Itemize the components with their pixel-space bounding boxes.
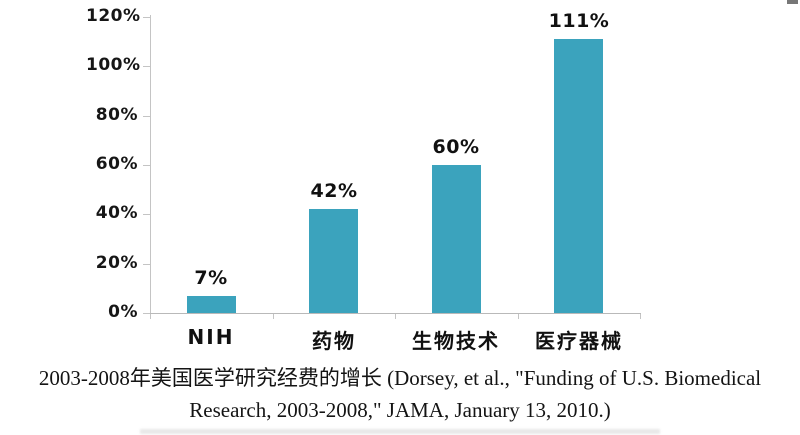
x-axis-tick: [273, 314, 274, 319]
y-axis-tick: [143, 264, 150, 265]
crop-artifact-bottom: [140, 429, 660, 434]
y-axis-tick-label: 80%: [95, 105, 138, 125]
caption-line-2: Research, 2003-2008," JAMA, January 13, …: [189, 398, 611, 422]
bar-2: [309, 209, 358, 313]
x-axis-tick: [640, 314, 641, 319]
x-axis-tick: [150, 314, 151, 319]
y-axis-tick-label: 100%: [86, 55, 141, 75]
bar-category-label: NIH: [187, 325, 235, 349]
bar-category-label: 生物技术: [412, 329, 500, 353]
x-axis-line: [150, 313, 641, 314]
y-axis-tick: [143, 17, 150, 18]
bar-category-label: 医疗器械: [535, 329, 623, 353]
x-axis-tick: [518, 314, 519, 319]
bar-3: [432, 165, 481, 313]
bar-4: [554, 39, 603, 313]
y-axis-tick-label: 0%: [108, 302, 138, 322]
bar-category-label: 药物: [312, 329, 356, 353]
bar-value-label: 7%: [194, 267, 228, 289]
bar-value-label: 42%: [310, 180, 358, 202]
y-axis-tick: [143, 116, 150, 117]
bar-1: [187, 296, 236, 313]
y-axis-tick-label: 120%: [86, 6, 141, 26]
bar-value-label: 111%: [548, 10, 610, 32]
y-axis-tick-label: 20%: [95, 253, 138, 273]
chart-caption: 2003-2008年美国医学研究经费的增长 (Dorsey, et al., "…: [0, 362, 800, 426]
crop-artifact-top-right: [787, 0, 798, 4]
caption-line-1: 2003-2008年美国医学研究经费的增长 (Dorsey, et al., "…: [38, 366, 762, 390]
y-axis-tick: [143, 165, 150, 166]
y-axis-tick: [143, 66, 150, 67]
y-axis-tick-label: 40%: [95, 203, 138, 223]
bar-value-label: 60%: [432, 136, 480, 158]
y-axis-tick: [143, 214, 150, 215]
x-axis-tick: [395, 314, 396, 319]
y-axis-tick-label: 60%: [95, 154, 138, 174]
y-axis-tick: [143, 313, 150, 314]
y-axis-line: [150, 15, 151, 314]
